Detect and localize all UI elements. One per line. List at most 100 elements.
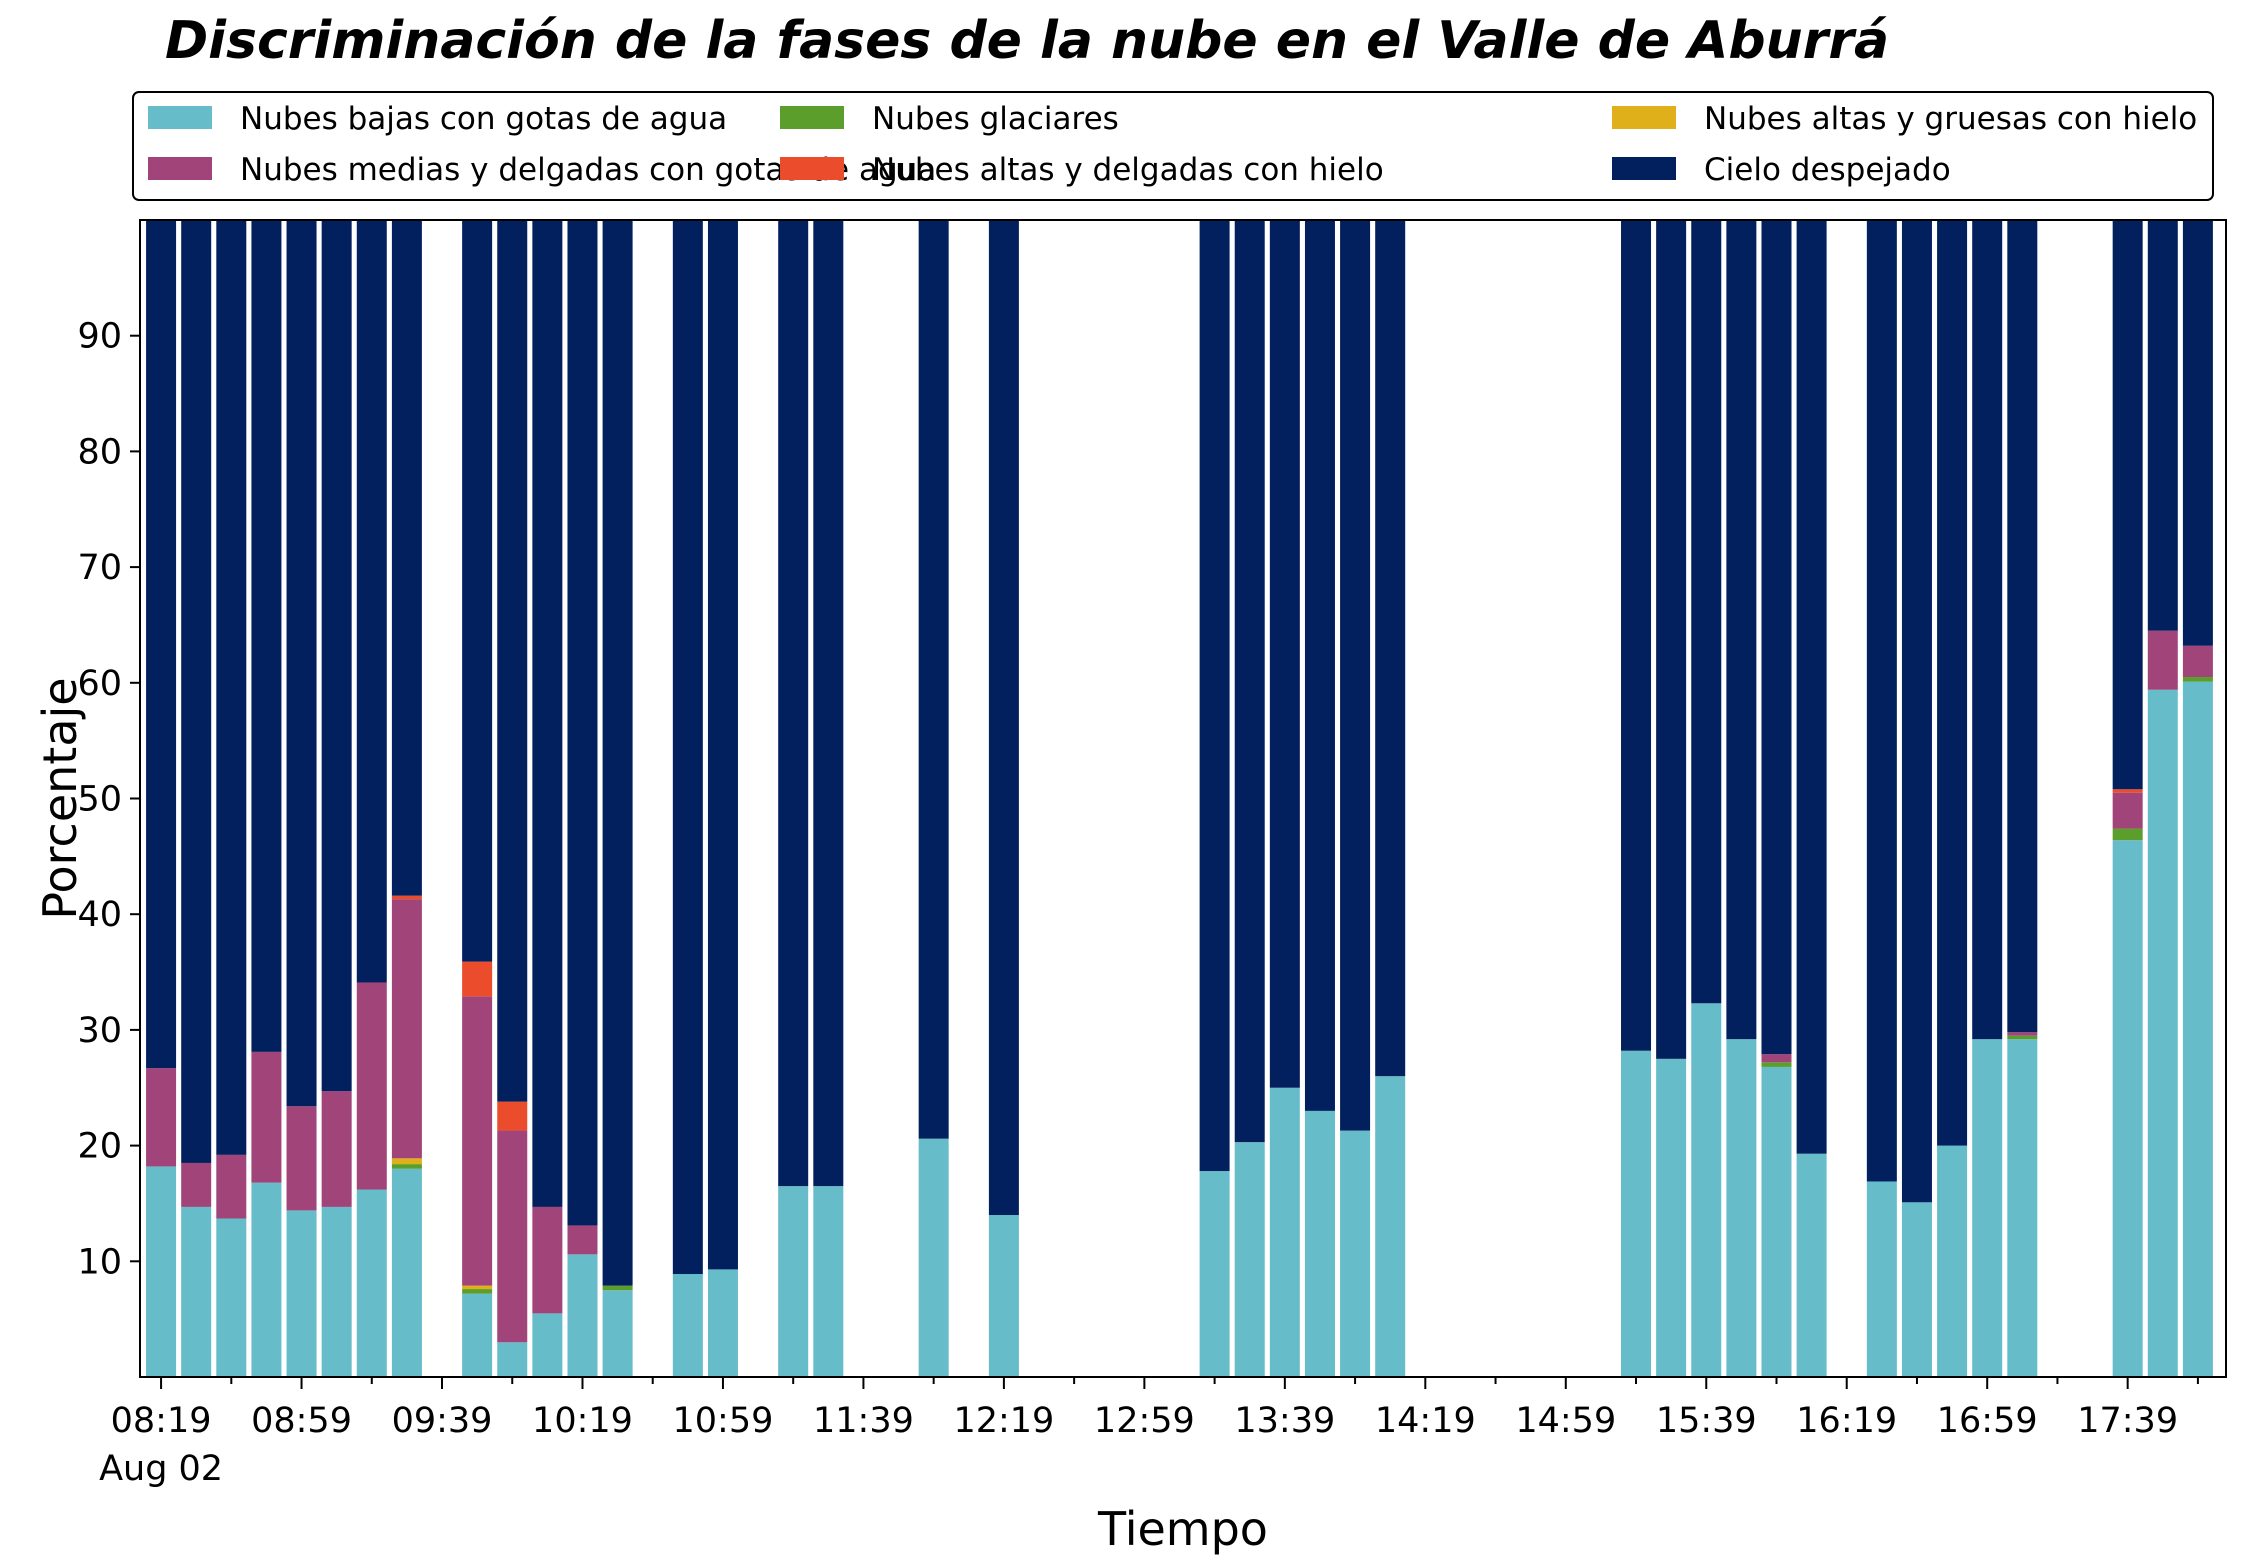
bar-segment (146, 220, 177, 1069)
bar-segment (532, 220, 563, 1207)
bar-segment (1726, 220, 1757, 1040)
x-tick-label: 16:59 (1937, 1401, 2038, 1441)
x-tick-label: 14:59 (1515, 1401, 1616, 1441)
bar-segment (1656, 220, 1687, 1059)
bar-segment (286, 1210, 317, 1377)
bar-segment (2007, 1035, 2038, 1040)
bar-segment (2182, 677, 2213, 682)
bar-segment (707, 1269, 738, 1377)
bar-segment (532, 1206, 563, 1314)
bar-segment (251, 220, 282, 1052)
bar-segment (1937, 1145, 1968, 1377)
x-tick-label: 10:59 (673, 1401, 774, 1441)
x-tick-label: 16:19 (1796, 1401, 1897, 1441)
x-tick-label: 12:59 (1094, 1401, 1195, 1441)
bar-segment (146, 1166, 177, 1377)
bar-segment (2147, 689, 2178, 1377)
bar-segment (2147, 220, 2178, 631)
y-tick-label: 50 (77, 780, 122, 820)
bar-segment (1866, 1181, 1897, 1377)
bar-segment (1304, 220, 1335, 1111)
legend-swatch (148, 106, 212, 129)
legend-label: Nubes bajas con gotas de agua (240, 101, 727, 137)
legend-swatch (1612, 106, 1676, 129)
bar-segment (2112, 828, 2143, 841)
bar-segment (251, 1051, 282, 1183)
bar-segment (2182, 645, 2213, 678)
bar-segment (146, 1068, 177, 1167)
bar-segment (391, 1158, 422, 1165)
bar-segment (2007, 220, 2038, 1033)
bar-segment (497, 220, 528, 1102)
bar-segment (918, 220, 949, 1139)
bar-segment (988, 220, 1019, 1216)
x-tick-label: 15:39 (1656, 1401, 1757, 1441)
bar-segment (918, 1138, 949, 1377)
x-tick-label: 12:19 (953, 1401, 1054, 1441)
legend-swatch (148, 157, 212, 180)
x-tick-label: 09:39 (392, 1401, 493, 1441)
bar-segment (1269, 220, 1300, 1088)
bar-segment (181, 220, 212, 1163)
bar-segment (462, 961, 493, 997)
bar-segment (2112, 220, 2143, 790)
bar-segment (2147, 630, 2178, 690)
bar-segment (567, 1225, 598, 1255)
bar-segment (2182, 220, 2213, 646)
bar-segment (1304, 1110, 1335, 1377)
bar-segment (1375, 1076, 1406, 1377)
bar-segment (1340, 1130, 1371, 1377)
bar-segment (181, 1162, 212, 1207)
bar-segment (1691, 1003, 1722, 1377)
bar-segment (1937, 220, 1968, 1146)
x-tick-label: 08:59 (251, 1401, 352, 1441)
legend-swatch (780, 157, 844, 180)
bar-segment (567, 220, 598, 1226)
bar-segment (2112, 789, 2143, 793)
bar-segment (602, 220, 633, 1286)
bar-segment (778, 220, 809, 1187)
bar-segment (251, 1182, 282, 1377)
bar-segment (707, 220, 738, 1270)
legend-label: Cielo despejado (1704, 152, 1951, 188)
bar-segment (1761, 1054, 1792, 1063)
legend-swatch (1612, 157, 1676, 180)
bar-segment (602, 1285, 633, 1291)
bar-segment (1761, 1062, 1792, 1067)
bar-segment (356, 220, 387, 983)
bar-segment (2182, 681, 2213, 1377)
x-tick-label: 13:39 (1234, 1401, 1335, 1441)
bar-segment (1340, 220, 1371, 1131)
bar-segment (1796, 1153, 1827, 1377)
bar-segment (2007, 1039, 2038, 1377)
bar-segment (286, 1106, 317, 1211)
x-axis-label: Tiempo (1097, 1502, 1268, 1556)
x-tick-label: 11:39 (813, 1401, 914, 1441)
bar-segment (391, 1168, 422, 1377)
bar-segment (356, 1189, 387, 1377)
y-tick-label: 60 (77, 664, 122, 704)
legend: Nubes bajas con gotas de agua Nubes glaci… (132, 91, 2214, 201)
bar-segment (1234, 1142, 1265, 1377)
x-axis: 08:19 08:59 09:39 10:19 10:59 11:39 12:19 12:59… (111, 1377, 2199, 1441)
x-tick-label: 08:19 (111, 1401, 212, 1441)
bar-segment (2007, 1032, 2038, 1036)
y-tick-label: 80 (77, 432, 122, 472)
bar-segment (1972, 220, 2003, 1040)
bar-segment (567, 1254, 598, 1377)
legend-label: Nubes altas y delgadas con hielo (872, 152, 1384, 188)
bar-segment (181, 1206, 212, 1377)
bar-segment (1901, 1202, 1932, 1377)
bar-segment (1656, 1058, 1687, 1377)
chart-title: Discriminación de la fases de la nube en… (165, 11, 1889, 71)
x-tick-label: 14:19 (1375, 1401, 1476, 1441)
bar-segment (1972, 1039, 2003, 1377)
bars-group (146, 220, 2213, 1377)
bar-segment (1901, 220, 1932, 1203)
y-tick-label: 90 (77, 317, 122, 357)
bar-segment (462, 1293, 493, 1377)
bar-segment (391, 895, 422, 900)
bar-segment (462, 1285, 493, 1290)
bar-segment (602, 1290, 633, 1377)
bar-segment (1761, 220, 1792, 1055)
